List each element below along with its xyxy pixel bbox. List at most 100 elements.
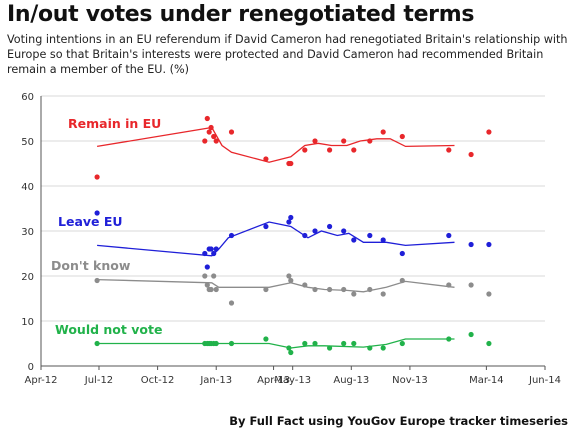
data-point-don-t-know: [288, 277, 294, 284]
data-point-don-t-know: [380, 291, 386, 297]
data-point-remain-in-eu: [399, 133, 405, 140]
data-point-leave-eu: [202, 250, 208, 257]
grid-lines: [41, 95, 545, 322]
data-point-don-t-know: [211, 273, 217, 279]
x-tick-label: Nov-13: [392, 375, 428, 386]
page-title: In/out votes under renegotiated terms: [7, 2, 475, 27]
data-point-don-t-know: [204, 282, 210, 288]
data-point-don-t-know: [208, 286, 214, 293]
x-tick-label: Jan-13: [199, 375, 232, 386]
data-point-leave-eu: [204, 264, 210, 270]
data-point-would-not-vote: [367, 345, 373, 351]
data-point-would-not-vote: [446, 336, 452, 342]
y-tick-label: 30: [21, 227, 34, 238]
y-axis-ticks: 0 10 20 30 40 50 60: [21, 92, 34, 373]
x-tick-label: Apr-13: [257, 375, 290, 386]
data-point-don-t-know: [213, 286, 219, 293]
data-point-remain-in-eu: [312, 138, 318, 144]
data-point-don-t-know: [341, 286, 347, 293]
y-tick-label: 10: [21, 317, 34, 328]
series-label-don-t-know: Don't know: [51, 258, 131, 273]
data-point-would-not-vote: [351, 340, 357, 347]
x-tick-label: Jun-14: [528, 375, 561, 386]
y-tick-label: 20: [21, 272, 34, 283]
data-point-leave-eu: [399, 250, 405, 257]
data-point-leave-eu: [312, 228, 318, 234]
y-tick-label: 50: [21, 137, 34, 148]
data-point-would-not-vote: [286, 345, 292, 351]
data-point-would-not-vote: [288, 349, 294, 356]
chart-subtitle: Voting intentions in an EU referendum if…: [7, 33, 568, 76]
series-labels: Remain in EU Leave EU Don't know Would not …: [51, 116, 162, 337]
data-point-don-t-know: [446, 282, 452, 288]
data-point-remain-in-eu: [211, 133, 217, 140]
data-point-remain-in-eu: [288, 160, 294, 167]
data-point-leave-eu: [468, 241, 474, 248]
data-point-don-t-know: [263, 286, 269, 293]
data-point-remain-in-eu: [202, 138, 208, 144]
trend-line-leave-eu: [97, 221, 455, 257]
series-label-leave-eu: Leave EU: [58, 214, 123, 229]
data-point-leave-eu: [228, 232, 235, 239]
data-point-leave-eu: [213, 246, 219, 252]
x-tick-label: Oct-12: [141, 375, 175, 386]
y-tick-label: 0: [28, 362, 34, 373]
data-point-would-not-vote: [341, 340, 347, 347]
data-point-don-t-know: [351, 291, 357, 297]
data-point-remain-in-eu: [341, 138, 347, 144]
data-point-leave-eu: [486, 241, 492, 248]
x-tick-label: Mar-14: [469, 375, 504, 386]
x-tick-label: May-13: [274, 375, 311, 386]
data-point-would-not-vote: [380, 345, 386, 351]
data-point-would-not-vote: [228, 340, 235, 347]
x-tick-label: Aug-13: [333, 375, 369, 386]
data-point-don-t-know: [228, 300, 235, 306]
data-point-don-t-know: [302, 282, 308, 288]
data-point-don-t-know: [202, 273, 208, 279]
data-point-don-t-know: [312, 286, 318, 293]
data-point-would-not-vote: [327, 345, 333, 351]
data-point-remain-in-eu: [380, 129, 386, 135]
data-point-leave-eu: [341, 228, 347, 234]
x-tick-label: Jul-12: [84, 375, 113, 386]
data-point-don-t-know: [486, 291, 492, 297]
data-point-would-not-vote: [94, 340, 100, 347]
data-point-don-t-know: [286, 273, 292, 279]
series-label-would-not-vote: Would not vote: [55, 322, 162, 337]
data-point-don-t-know: [399, 277, 405, 284]
data-point-leave-eu: [380, 237, 386, 243]
data-point-leave-eu: [208, 246, 214, 252]
data-point-would-not-vote: [263, 336, 269, 342]
data-point-remain-in-eu: [206, 129, 212, 135]
data-point-remain-in-eu: [351, 147, 357, 153]
data-point-leave-eu: [288, 214, 294, 221]
data-point-would-not-vote: [468, 331, 474, 338]
data-point-would-not-vote: [399, 340, 405, 347]
series-label-remain-in-eu: Remain in EU: [68, 116, 161, 131]
data-point-remain-in-eu: [213, 138, 219, 144]
data-point-don-t-know: [327, 286, 333, 293]
data-point-remain-in-eu: [263, 156, 269, 162]
trend-line-remain-in-eu: [96, 126, 455, 163]
data-point-remain-in-eu: [367, 138, 373, 144]
data-point-would-not-vote: [302, 340, 308, 347]
data-point-leave-eu: [211, 250, 217, 257]
data-point-remain-in-eu: [302, 147, 308, 153]
data-points: [94, 115, 492, 356]
data-point-remain-in-eu: [327, 147, 333, 153]
data-point-remain-in-eu: [446, 147, 452, 153]
data-point-would-not-vote: [312, 340, 318, 347]
data-point-remain-in-eu: [486, 129, 492, 135]
data-point-don-t-know: [468, 282, 474, 288]
data-point-don-t-know: [94, 277, 100, 284]
data-point-leave-eu: [263, 223, 269, 230]
data-point-don-t-know: [367, 286, 373, 293]
data-point-leave-eu: [351, 237, 357, 243]
data-point-leave-eu: [302, 232, 308, 239]
trend-line-would-not-vote: [97, 338, 455, 349]
data-point-remain-in-eu: [94, 174, 100, 180]
data-point-remain-in-eu: [208, 124, 214, 131]
data-point-would-not-vote: [486, 340, 492, 347]
